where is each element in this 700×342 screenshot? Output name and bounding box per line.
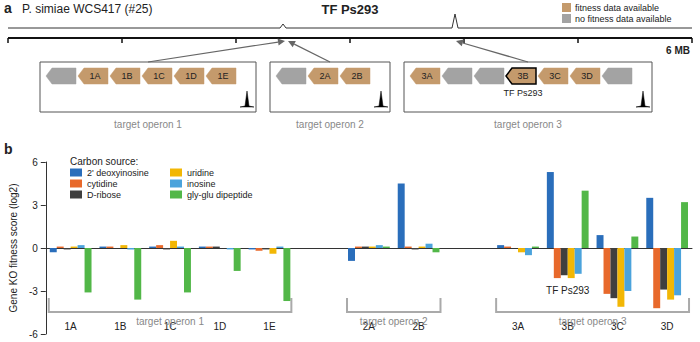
svg-text:1D: 1D [185,71,197,81]
svg-text:3D: 3D [661,321,674,332]
svg-text:fitness data available: fitness data available [575,3,659,13]
svg-text:-3: -3 [29,286,38,297]
svg-text:6 MB: 6 MB [666,45,690,56]
svg-text:1E: 1E [217,71,228,81]
svg-text:2B: 2B [351,71,362,81]
svg-text:target operon 2: target operon 2 [296,119,364,130]
svg-text:1C: 1C [153,71,165,81]
svg-text:1E: 1E [263,321,276,332]
svg-text:D-ribose: D-ribose [87,190,121,200]
svg-text:TF Ps293: TF Ps293 [546,285,590,296]
svg-text:2A: 2A [319,71,330,81]
svg-text:3: 3 [32,200,38,211]
svg-text:target operon 2: target operon 2 [360,316,428,327]
svg-text:3A: 3A [421,71,432,81]
svg-text:Carbon source:: Carbon source: [70,156,138,167]
svg-text:3C: 3C [549,71,561,81]
svg-text:1A: 1A [89,71,100,81]
svg-text:1A: 1A [65,321,78,332]
svg-text:target operon 3: target operon 3 [494,119,562,130]
svg-text:3A: 3A [512,321,525,332]
svg-text:a: a [4,0,12,16]
svg-text:no fitness data available: no fitness data available [575,14,672,24]
svg-text:1D: 1D [213,321,226,332]
svg-text:target operon 1: target operon 1 [136,316,204,327]
svg-text:2' deoxyinosine: 2' deoxyinosine [87,168,149,178]
svg-text:cytidine: cytidine [87,179,118,189]
svg-text:TF Ps293: TF Ps293 [321,2,378,17]
svg-text:6: 6 [32,157,38,168]
svg-text:inosine: inosine [187,179,216,189]
svg-text:3D: 3D [581,71,593,81]
svg-text:Gene KO fitness score (log2): Gene KO fitness score (log2) [8,184,19,313]
svg-text:1B: 1B [114,321,127,332]
svg-text:-6: -6 [29,329,38,340]
svg-text:b: b [4,141,13,157]
svg-text:TF Ps293: TF Ps293 [503,88,542,98]
svg-text:3B: 3B [517,71,528,81]
svg-text:1B: 1B [121,71,132,81]
svg-text:target operon 1: target operon 1 [114,119,182,130]
svg-text:target operon 3: target operon 3 [559,316,627,327]
svg-text:uridine: uridine [187,168,214,178]
svg-text:0: 0 [32,243,38,254]
svg-text:gly-glu dipeptide: gly-glu dipeptide [187,190,253,200]
svg-text:P. simiae WCS417 (#25): P. simiae WCS417 (#25) [22,2,153,16]
